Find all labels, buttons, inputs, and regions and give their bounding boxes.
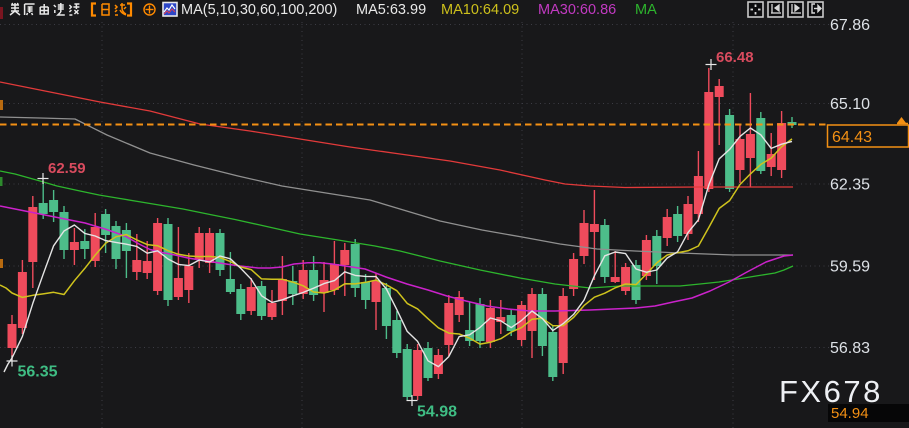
svg-text:67.86: 67.86 [830,17,870,34]
svg-text:MA30:60.86: MA30:60.86 [538,2,616,18]
svg-text:54.98: 54.98 [417,404,457,421]
svg-text:FX678: FX678 [779,374,883,409]
svg-text:59.59: 59.59 [830,259,870,276]
svg-text:54.94: 54.94 [831,405,869,422]
svg-text:MA5:63.99: MA5:63.99 [356,2,426,18]
svg-text:56.83: 56.83 [830,340,870,357]
svg-text:62.59: 62.59 [48,160,86,177]
svg-text:MA(5,10,30,60,100,200): MA(5,10,30,60,100,200) [181,2,337,18]
svg-text:64.43: 64.43 [832,129,872,146]
svg-text:66.48: 66.48 [716,49,754,66]
svg-text:MA: MA [635,2,657,18]
svg-text:62.35: 62.35 [830,177,870,194]
svg-text:65.10: 65.10 [830,96,870,113]
svg-text:56.35: 56.35 [18,364,58,381]
svg-text:MA10:64.09: MA10:64.09 [441,2,519,18]
